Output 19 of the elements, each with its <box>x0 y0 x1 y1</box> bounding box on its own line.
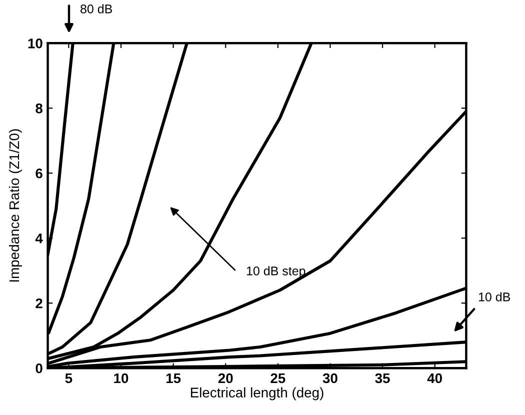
y-tick-label: 8 <box>36 103 42 114</box>
y-tick-label: 10 <box>28 38 42 48</box>
x-tick-label: 25 <box>270 373 286 384</box>
x-tick-label: 40 <box>427 373 442 384</box>
text: 80 dB <box>80 4 112 14</box>
x-tick-label: 30 <box>322 373 338 384</box>
y-tick-label: 4 <box>35 234 43 244</box>
y-tick-label: 0 <box>36 363 42 374</box>
y-tick-label: 6 <box>36 168 42 178</box>
x-tick-label: 15 <box>166 373 181 384</box>
text: 10 dB <box>478 292 510 302</box>
x-tick-label: 5 <box>65 373 72 384</box>
x-tick-label: 35 <box>375 373 390 384</box>
y-axis-title: Impedance Ratio (Z1/Z0) <box>8 129 22 282</box>
annotation: 10 dB step <box>246 266 306 278</box>
y-tick-label: 2 <box>36 298 42 308</box>
x-tick-label: 20 <box>218 373 233 384</box>
x-axis-title: Electrical length (deg) <box>190 387 324 400</box>
x-tick-label: 10 <box>114 373 128 384</box>
